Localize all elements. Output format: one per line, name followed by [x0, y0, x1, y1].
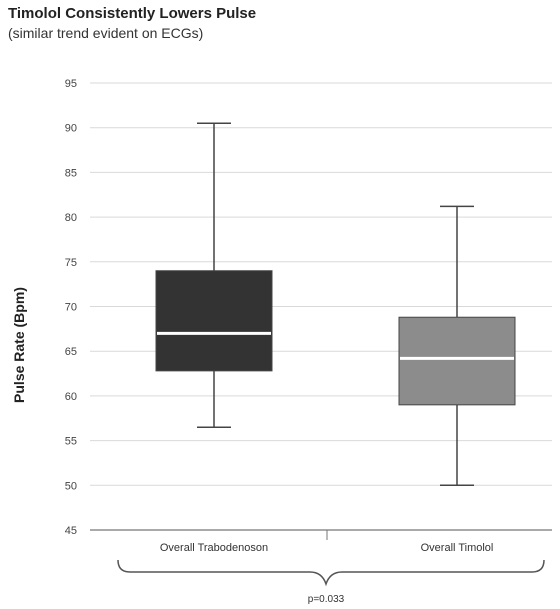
y-tick-label: 60 — [65, 391, 77, 403]
x-axis: Overall Trabodenoson Overall Timolol — [90, 529, 552, 554]
y-tick-label: 70 — [65, 302, 77, 314]
y-tick-label: 45 — [65, 525, 77, 537]
y-tick-label: 80 — [65, 212, 77, 224]
box-iqr — [155, 270, 273, 372]
boxes — [155, 122, 516, 487]
y-tick-label: 55 — [65, 436, 77, 448]
group-brace — [117, 559, 545, 587]
y-axis-label: Pulse Rate (Bpm) — [11, 287, 27, 403]
y-tick-label: 95 — [65, 78, 77, 90]
p-value: p=0.033 — [308, 594, 345, 605]
y-tick-label: 90 — [65, 123, 77, 135]
y-tick-label: 85 — [65, 167, 77, 179]
x-category-label: Overall Trabodenoson — [160, 542, 268, 554]
chart-subtitle: (similar trend evident on ECGs) — [8, 25, 204, 41]
x-category-label: Overall Timolol — [421, 542, 494, 554]
y-axis-ticks: 95 90 85 80 75 70 65 60 55 50 45 — [65, 78, 77, 537]
y-tick-label: 50 — [65, 480, 77, 492]
y-tick-label: 65 — [65, 346, 77, 358]
box-iqr — [398, 316, 516, 406]
y-tick-label: 75 — [65, 257, 77, 269]
chart-title: Timolol Consistently Lowers Pulse — [8, 5, 257, 22]
